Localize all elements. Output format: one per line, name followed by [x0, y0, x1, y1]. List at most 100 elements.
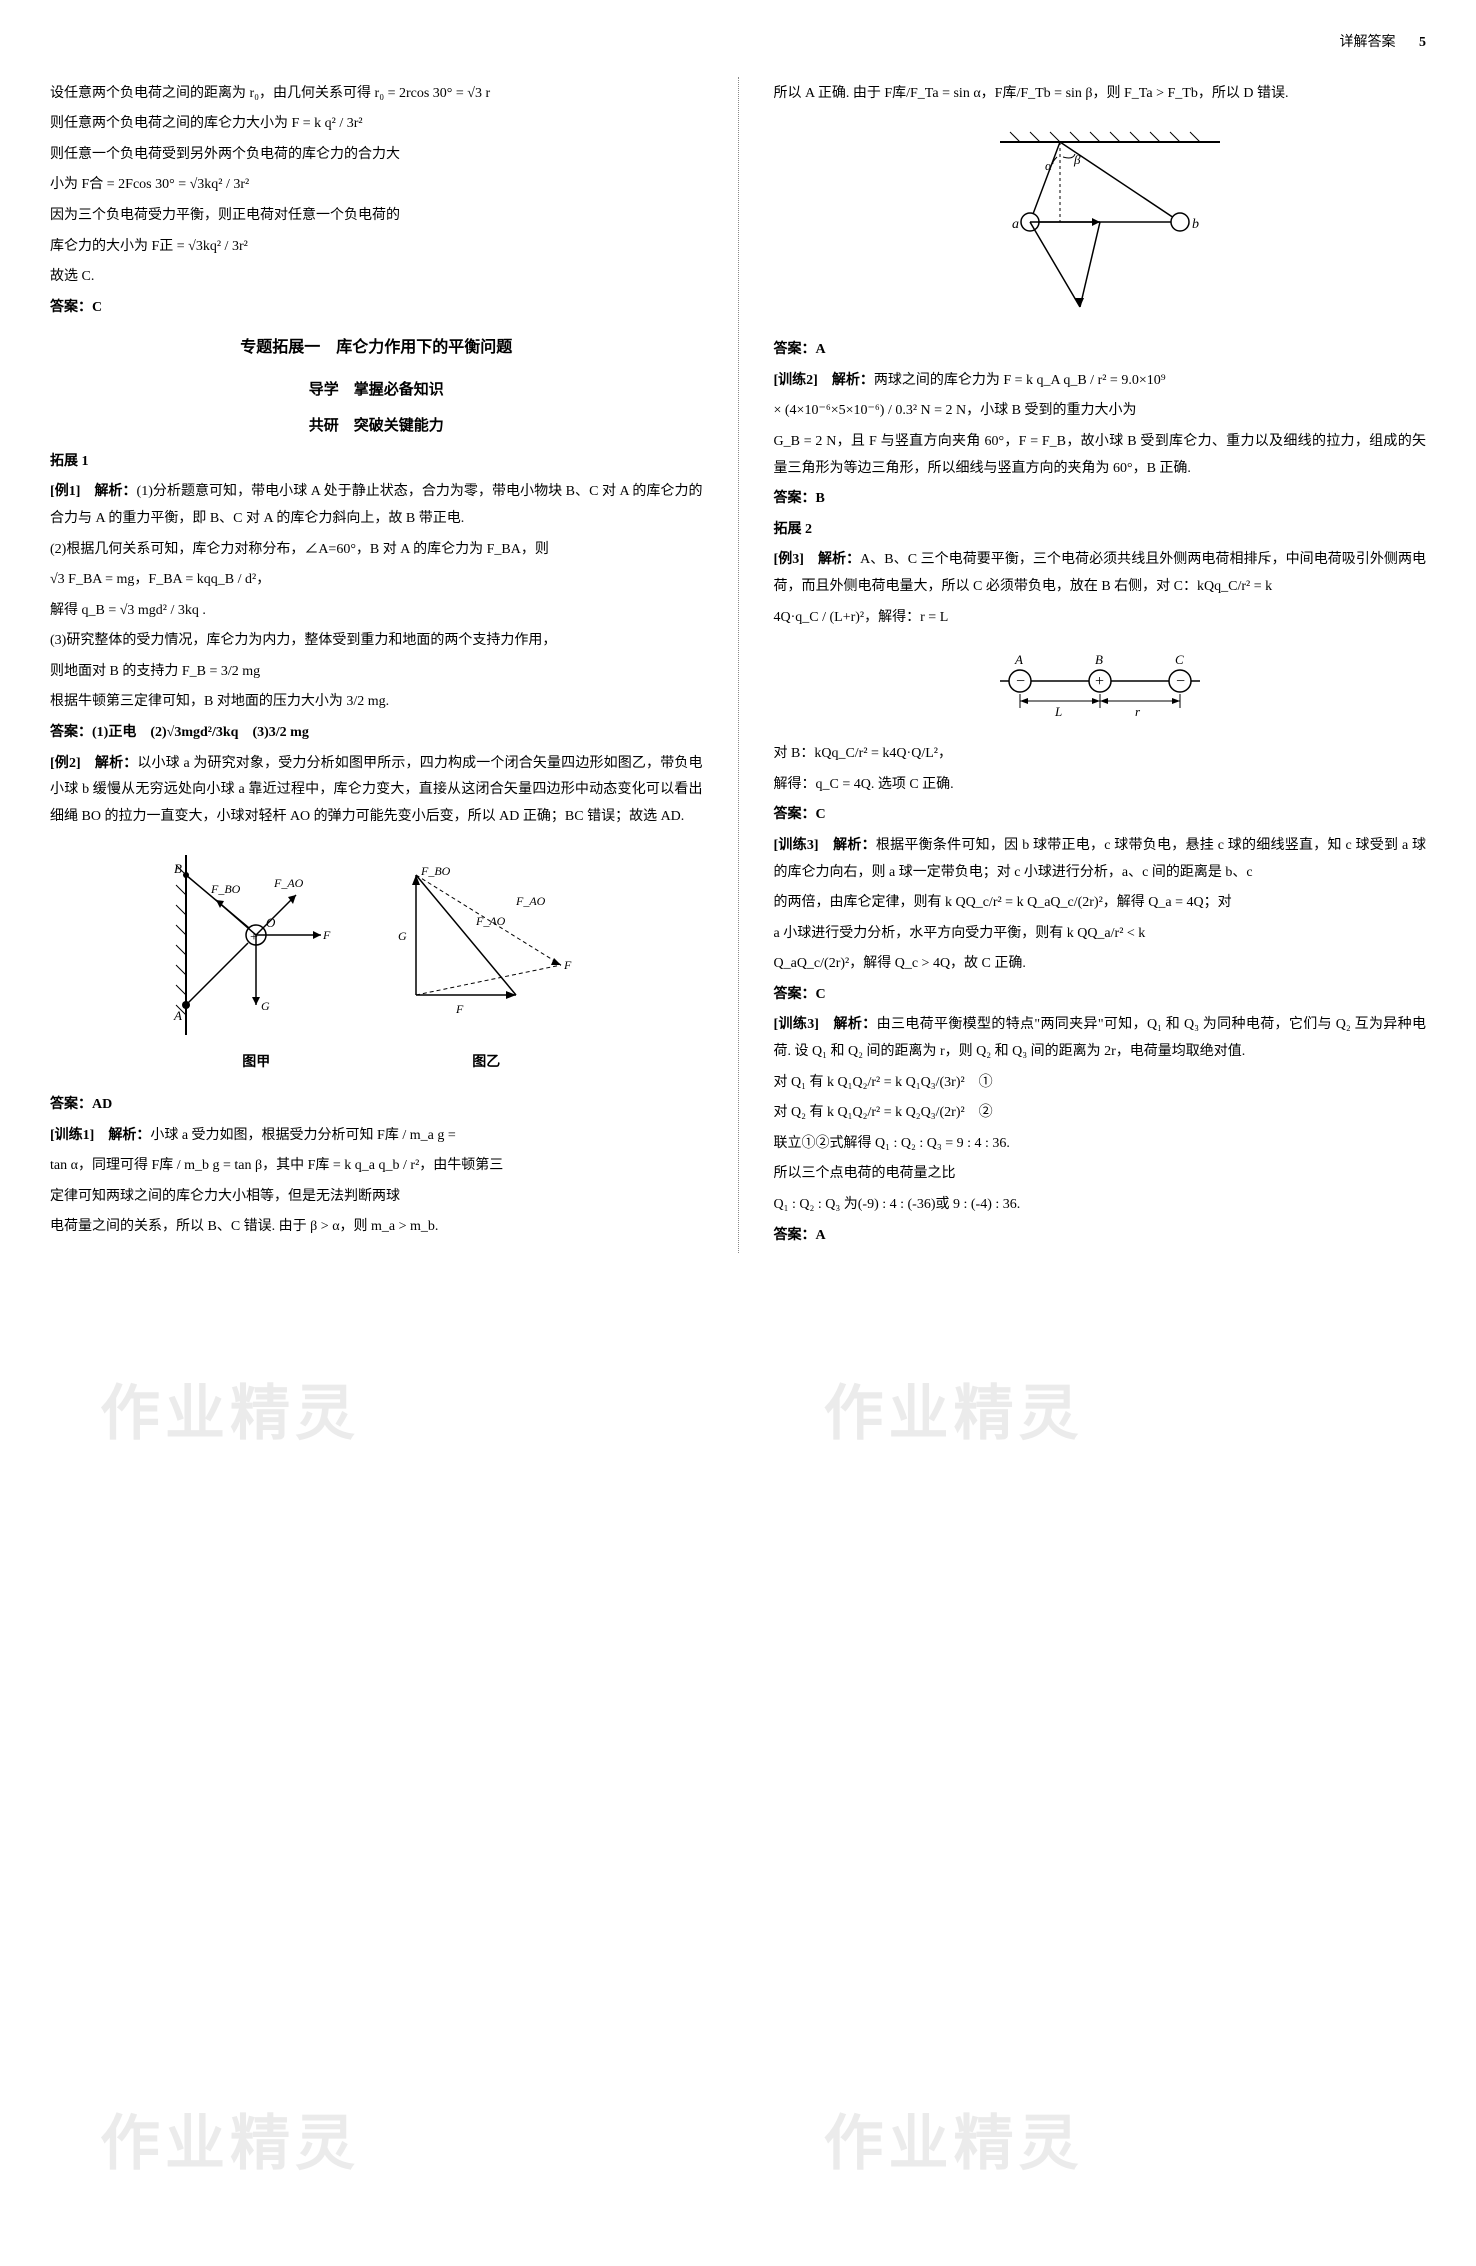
fig-label: 图甲 — [166, 1050, 346, 1077]
watermark: 作业精灵 — [824, 1357, 1084, 1471]
text-line: (3)研究整体的受力情况，库仑力为内力，整体受到重力和地面的两个支持力作用， — [50, 628, 703, 655]
text: A、B、C 三个电荷要平衡，三个电荷必须共线且外侧两电荷相排斥，中间电荷吸引外侧… — [774, 552, 1427, 594]
answer: 答案：C — [774, 982, 1427, 1009]
answer: 答案：C — [50, 295, 703, 322]
text-line: 定律可知两球之间的库仑力大小相等，但是无法判断两球 — [50, 1184, 703, 1211]
svg-text:r: r — [1135, 704, 1141, 719]
text-line: 对 Q₂ 有 k Q₁Q₂/r² = k Q₂Q₃/(2r)² ② — [774, 1100, 1427, 1127]
svg-text:−: − — [1016, 673, 1025, 690]
text-line: 电荷量之间的关系，所以 B、C 错误. 由于 β > α，则 m_a > m_b… — [50, 1214, 703, 1241]
column-divider — [738, 77, 739, 1254]
text: (1)分析题意可知，带电小球 A 处于静止状态，合力为零，带电小物块 B、C 对… — [50, 484, 703, 526]
extension-label: 拓展 1 — [50, 449, 703, 476]
text-line: 根据牛顿第三定律可知，B 对地面的压力大小为 3/2 mg. — [50, 689, 703, 716]
text-line: 联立①②式解得 Q₁ : Q₂ : Q₃ = 9 : 4 : 36. — [774, 1131, 1427, 1158]
text-line: 所以三个点电荷的电荷量之比 — [774, 1161, 1427, 1188]
svg-text:A: A — [1014, 652, 1023, 667]
figure-yi: F_BO F_AO F G F F_AO 图乙 — [386, 845, 586, 1077]
answer: 答案：B — [774, 486, 1427, 513]
text-line: 解得：q_C = 4Q. 选项 C 正确. — [774, 772, 1427, 799]
answer: 答案：A — [774, 1223, 1427, 1250]
text-line: 的两倍，由库仑定律，则有 k QQ_c/r² = k Q_aQ_c/(2r)²，… — [774, 890, 1427, 917]
svg-text:F_BO: F_BO — [420, 864, 451, 878]
content-columns: 作业精灵 作业精灵 设任意两个负电荷之间的距离为 r₀，由几何关系可得 r₀ =… — [50, 77, 1426, 1254]
svg-text:G: G — [398, 929, 407, 943]
svg-text:F: F — [563, 958, 572, 972]
training-label: [训练2] 解析：两球之间的库仑力为 F = k q_A q_B / r² = … — [774, 368, 1427, 395]
subsection: 共研 突破关键能力 — [50, 412, 703, 441]
label-text: [训练2] 解析： — [774, 373, 874, 388]
text: 以小球 a 为研究对象，受力分析如图甲所示，四力构成一个闭合矢量四边形如图乙，带… — [50, 756, 703, 824]
text-line: (2)根据几何关系可知，库仑力对称分布，∠A=60°，B 对 A 的库仑力为 F… — [50, 537, 703, 564]
text-line: 对 B：kQq_C/r² = k4Q·Q/L²， — [774, 741, 1427, 768]
svg-text:G: G — [261, 999, 270, 1013]
section-title: 专题拓展一 库仑力作用下的平衡问题 — [50, 333, 703, 363]
svg-text:+: + — [250, 930, 258, 945]
text-line: 则任意两个负电荷之间的库仑力大小为 F = k q² / 3r² — [50, 111, 703, 138]
svg-text:A: A — [173, 1008, 182, 1023]
left-column: 作业精灵 作业精灵 设任意两个负电荷之间的距离为 r₀，由几何关系可得 r₀ =… — [50, 77, 703, 1254]
text-line: 因为三个负电荷受力平衡，则正电荷对任意一个负电荷的 — [50, 203, 703, 230]
text-line: 故选 C. — [50, 264, 703, 291]
charge-diagram: − A + B − C L r — [774, 646, 1427, 726]
page-number: 5 — [1419, 35, 1426, 50]
page-header: 详解答案 5 — [50, 30, 1426, 57]
svg-text:F_BO: F_BO — [210, 882, 241, 896]
svg-text:F: F — [455, 1002, 464, 1016]
text-line: a 小球进行受力分析，水平方向受力平衡，则有 k QQ_a/r² < k — [774, 921, 1427, 948]
training-label: [训练1] 解析：小球 a 受力如图，根据受力分析可知 F库 / m_a g = — [50, 1123, 703, 1150]
force-diagrams: B A + O F_BO — [50, 845, 703, 1077]
example-label: [例2] 解析：以小球 a 为研究对象，受力分析如图甲所示，四力构成一个闭合矢量… — [50, 751, 703, 831]
text-line: 则任意一个负电荷受到另外两个负电荷的库仑力的合力大 — [50, 142, 703, 169]
header-title: 详解答案 — [1340, 35, 1396, 50]
text-line: √3 F_BA = mg，F_BA = kqq_B / d²， — [50, 567, 703, 594]
label-text: [例2] 解析： — [50, 756, 137, 771]
text: 小球 a 受力如图，根据受力分析可知 F库 / m_a g = — [150, 1128, 455, 1143]
extension-label: 拓展 2 — [774, 517, 1427, 544]
text-line: × (4×10⁻⁶×5×10⁻⁶) / 0.3² N = 2 N，小球 B 受到… — [774, 398, 1427, 425]
watermark: 作业精灵 — [824, 2087, 1084, 2201]
answer: 答案：AD — [50, 1092, 703, 1119]
svg-text:β: β — [1073, 152, 1081, 167]
figure-jia: B A + O F_BO — [166, 845, 346, 1077]
svg-text:C: C — [1175, 652, 1184, 667]
text: 两球之间的库仑力为 F = k q_A q_B / r² = 9.0×10⁹ — [874, 373, 1166, 388]
text-line: Q_aQ_c/(2r)²，解得 Q_c > 4Q，故 C 正确. — [774, 951, 1427, 978]
example-label: [例3] 解析：A、B、C 三个电荷要平衡，三个电荷必须共线且外侧两电荷相排斥，… — [774, 547, 1427, 600]
label-text: [训练3] 解析： — [774, 1017, 877, 1032]
text-line: 库仑力的大小为 F正 = √3kq² / 3r² — [50, 234, 703, 261]
text-line: tan α，同理可得 F库 / m_b g = tan β，其中 F库 = k … — [50, 1153, 703, 1180]
answer: 答案：A — [774, 337, 1427, 364]
answer: 答案：C — [774, 802, 1427, 829]
svg-text:F: F — [322, 928, 331, 942]
svg-text:−: − — [1176, 673, 1185, 690]
label-text: [训练3] 解析： — [774, 838, 876, 853]
training-label: [训练3] 解析：由三电荷平衡模型的特点"两同夹异"可知，Q₁ 和 Q₃ 为同种… — [774, 1012, 1427, 1065]
svg-text:b: b — [1192, 217, 1199, 232]
svg-text:F_AO: F_AO — [515, 894, 546, 908]
text-line: 解得 q_B = √3 mgd² / 3kq . — [50, 598, 703, 625]
watermark: 作业精灵 — [100, 2087, 360, 2201]
answer: 答案：(1)正电 (2)√3mgd²/3kq (3)3/2 mg — [50, 720, 703, 747]
text-line: Q₁ : Q₂ : Q₃ 为(-9) : 4 : (-36)或 9 : (-4)… — [774, 1192, 1427, 1219]
svg-text:α: α — [1045, 158, 1053, 173]
example-label: [例1] 解析：(1)分析题意可知，带电小球 A 处于静止状态，合力为零，带电小… — [50, 479, 703, 532]
text-line: 4Q·q_C / (L+r)²，解得：r = L — [774, 605, 1427, 632]
label-text: [训练1] 解析： — [50, 1128, 150, 1143]
label-text: [例3] 解析： — [774, 552, 861, 567]
svg-text:B: B — [174, 861, 182, 876]
subsection: 导学 掌握必备知识 — [50, 376, 703, 405]
svg-text:a: a — [1012, 217, 1019, 232]
svg-text:B: B — [1095, 652, 1103, 667]
pendulum-diagram: a b α β — [774, 122, 1427, 322]
text-line: 所以 A 正确. 由于 F库/F_Ta = sin α，F库/F_Tb = si… — [774, 81, 1427, 108]
fig-label: 图乙 — [386, 1050, 586, 1077]
text-line: 设任意两个负电荷之间的距离为 r₀，由几何关系可得 r₀ = 2rcos 30°… — [50, 81, 703, 108]
watermark: 作业精灵 — [100, 1357, 360, 1471]
label-text: [例1] 解析： — [50, 484, 137, 499]
svg-text:+: + — [1095, 673, 1104, 690]
text-line: G_B = 2 N，且 F 与竖直方向夹角 60°，F = F_B，故小球 B … — [774, 429, 1427, 482]
text-line: 小为 F合 = 2Fcos 30° = √3kq² / 3r² — [50, 172, 703, 199]
svg-text:F_AO: F_AO — [273, 876, 304, 890]
svg-text:L: L — [1054, 704, 1062, 719]
